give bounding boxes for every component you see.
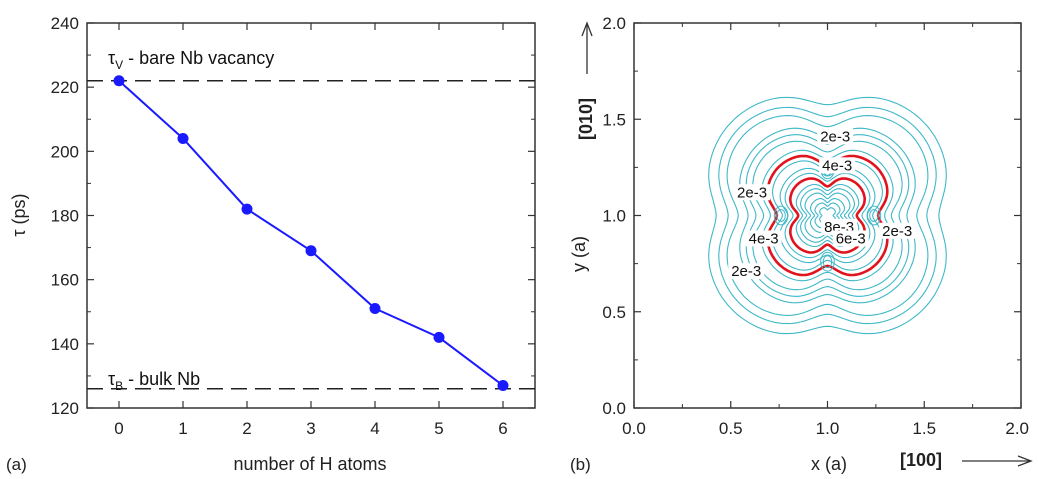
y-axis-label-a: τ (ps) (9, 193, 29, 236)
x-tick-label: 1.0 (816, 419, 840, 438)
panel-label-a: (a) (6, 455, 27, 474)
x-tick-label: 2.0 (1005, 419, 1029, 438)
data-point (242, 204, 253, 215)
y-tick-label: 240 (51, 14, 79, 33)
x-direction-arrow (962, 456, 1031, 466)
x-axis-label-a: number of H atoms (233, 454, 386, 474)
panel-a: 0 1 2 3 4 5 6 120 140 160 180 200 220 240 τV - bare N… (6, 14, 535, 474)
data-point (178, 133, 189, 144)
x-tick-label: 6 (498, 419, 507, 438)
contour-label: 2e-3 (731, 263, 761, 280)
data-point (434, 332, 445, 343)
y-direction-label: [010] (576, 98, 596, 140)
vacancy-annotation: τV - bare Nb vacancy (108, 48, 274, 72)
x-tick-label: 0 (114, 419, 123, 438)
x-tick-label: 0.0 (622, 419, 646, 438)
y-tick-label: 220 (51, 78, 79, 97)
y-tick-label: 2.0 (602, 14, 626, 33)
contour-label: 2e-3 (882, 223, 912, 240)
x-tick-label: 2 (242, 419, 251, 438)
y-tick-label: 1.5 (602, 110, 626, 129)
x-direction-label: [100] (900, 450, 942, 470)
contour-label: 4e-3 (749, 230, 779, 247)
y-tick-label: 0.0 (602, 399, 626, 418)
x-tick-label: 3 (306, 419, 315, 438)
y-direction-arrow (582, 23, 592, 74)
contour-label: 4e-3 (822, 157, 852, 174)
data-point (306, 245, 317, 256)
series-points (114, 75, 509, 391)
panel-label-b: (b) (570, 455, 591, 474)
panel-b: 2e-34e-32e-38e-36e-3 2e-34e-32e-3 0.0 0.5 1… (569, 14, 1031, 474)
y-tick-label: 120 (51, 399, 79, 418)
x-tick-label: 1.5 (912, 419, 936, 438)
y-tick-label: 200 (51, 142, 79, 161)
data-point (114, 75, 125, 86)
contour-label: 2e-3 (737, 184, 767, 201)
y-tick-label: 140 (51, 335, 79, 354)
reference-lines (87, 81, 535, 389)
y-tick-label: 0.5 (602, 303, 626, 322)
series-line (119, 81, 503, 386)
data-point (370, 303, 381, 314)
contour-label: 6e-3 (836, 230, 866, 247)
plot-frame-b (634, 23, 1021, 408)
data-point (498, 380, 509, 391)
y-tick-label: 1.0 (602, 207, 626, 226)
y-tick-label: 160 (51, 271, 79, 290)
y-tick-label: 180 (51, 207, 79, 226)
y-axis-label-b: y (a) (569, 236, 589, 272)
x-tick-label: 5 (434, 419, 443, 438)
contour-label: 2e-3 (820, 128, 850, 145)
axis-ticks-b: 0.0 0.5 1.0 1.5 2.0 0.0 0.5 1.0 1.5 2.0 (602, 14, 1029, 438)
x-tick-label: 4 (370, 419, 379, 438)
contour-line (780, 168, 875, 262)
x-tick-label: 1 (178, 419, 187, 438)
x-tick-label: 0.5 (719, 419, 743, 438)
x-axis-label-b: x (a) (811, 454, 847, 474)
